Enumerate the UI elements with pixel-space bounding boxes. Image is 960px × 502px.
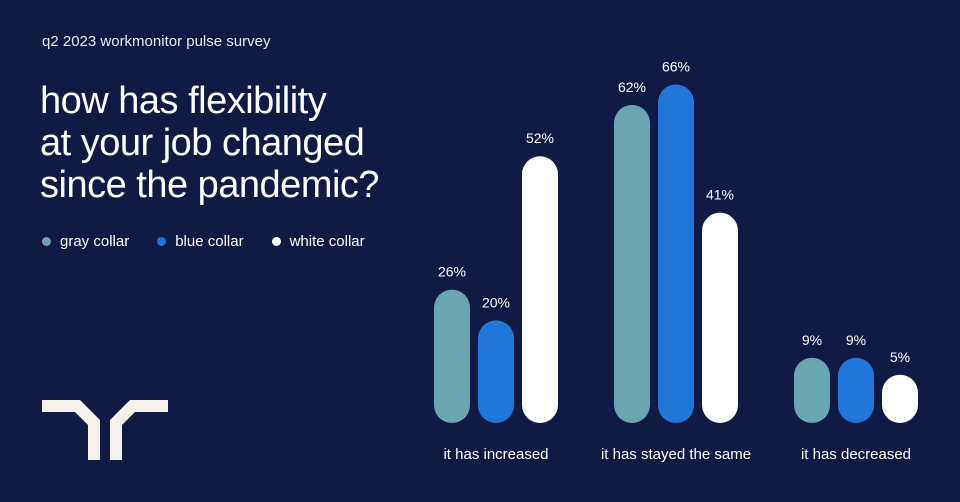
bar-white-collar [522,156,558,424]
legend-label: blue collar [175,233,244,250]
category-label: it has stayed the same [601,446,751,463]
title-line: at your job changed [40,122,365,164]
legend-item-blue-collar: blue collar [157,233,244,250]
randstad-logo [42,400,168,460]
data-label: 62% [618,79,646,95]
bar-blue-collar [658,84,694,424]
bar-white-collar [702,212,738,423]
legend-dot [42,237,51,246]
chart-title: how has flexibility at your job changed … [40,80,380,206]
data-label: 9% [846,332,866,348]
data-label: 20% [482,294,510,310]
data-label: 5% [890,349,910,365]
survey-subtitle: q2 2023 workmonitor pulse survey [42,33,271,50]
title-line: how has flexibility [40,80,327,122]
bar-gray-collar [434,289,470,423]
bar-gray-collar [794,357,830,423]
legend: gray collar blue collar white collar [42,233,365,250]
bar-gray-collar [614,104,650,423]
bar-blue-collar [838,357,874,423]
category-label: it has increased [443,446,548,463]
legend-label: white collar [289,233,365,250]
bar-blue-collar [478,320,514,423]
legend-label: gray collar [60,233,130,250]
category-label: it has decreased [801,446,911,463]
data-label: 41% [706,187,734,203]
legend-dot [157,237,167,246]
data-label: 52% [526,130,554,146]
legend-item-white-collar: white collar [271,233,365,250]
legend-item-gray-collar: gray collar [42,233,129,250]
legend-dot [271,237,281,246]
data-label: 66% [662,58,690,74]
data-label: 9% [802,332,822,348]
title-line: since the pandemic? [40,164,380,206]
bar-white-collar [882,374,918,423]
data-label: 26% [438,264,466,280]
